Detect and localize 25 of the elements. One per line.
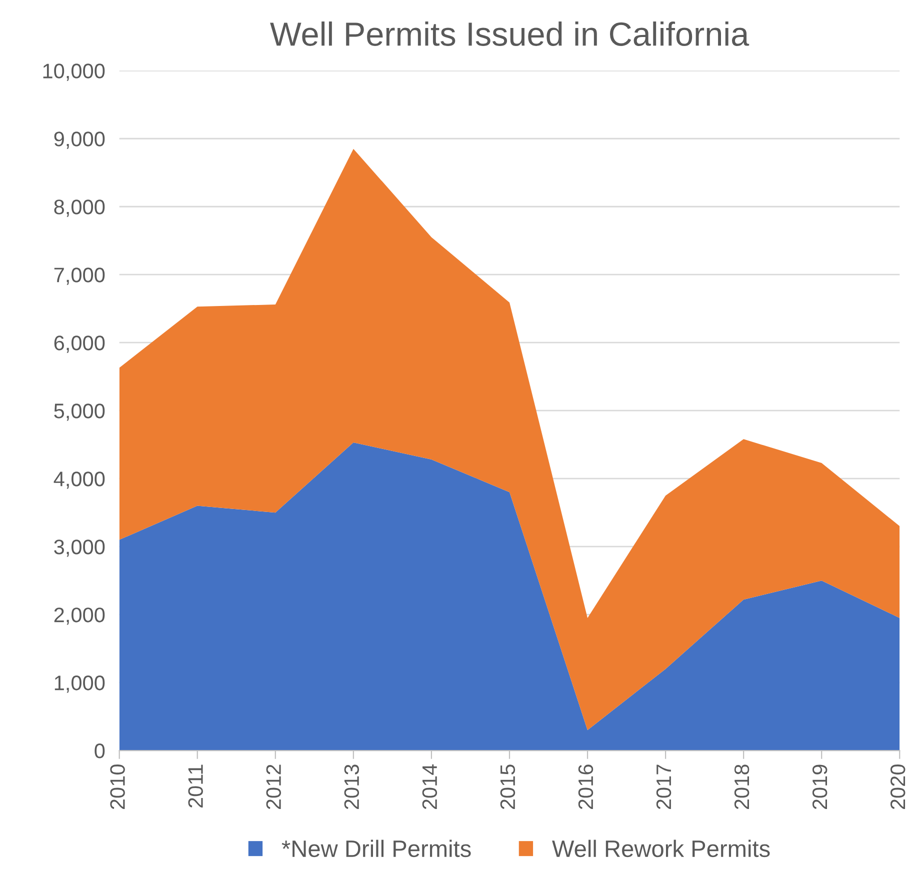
legend-label: *New Drill Permits bbox=[282, 840, 471, 858]
y-tick-label: 10,000 bbox=[43, 64, 105, 81]
x-tick-label: 2018 bbox=[734, 764, 750, 810]
x-tick-label: 2012 bbox=[266, 764, 281, 810]
x-tick-label: 2015 bbox=[500, 764, 516, 810]
y-tick-label: 8,000 bbox=[54, 200, 105, 217]
y-tick-label: 9,000 bbox=[54, 132, 105, 149]
x-tick-label: 2020 bbox=[890, 764, 906, 810]
x-tick-label: 2014 bbox=[422, 764, 438, 810]
y-tick-label: 4,000 bbox=[54, 472, 105, 489]
y-tick-label: 6,000 bbox=[54, 336, 105, 353]
y-tick-label: 2,000 bbox=[54, 608, 105, 625]
x-tick-label: 2011 bbox=[188, 764, 203, 808]
x-tick-label: 2017 bbox=[656, 764, 672, 810]
y-tick-label: 5,000 bbox=[54, 404, 105, 421]
x-tick-label: 2010 bbox=[110, 764, 125, 810]
y-tick-label: 1,000 bbox=[54, 676, 105, 693]
chart-title: Well Permits Issued in California bbox=[270, 21, 750, 46]
x-tick-label: 2016 bbox=[578, 764, 594, 810]
y-tick-label: 7,000 bbox=[54, 268, 105, 285]
x-tick-label: 2019 bbox=[812, 764, 828, 810]
legend-label: Well Rework Permits bbox=[552, 840, 770, 858]
y-tick-label: 0 bbox=[94, 744, 105, 758]
x-tick-label: 2013 bbox=[344, 764, 360, 810]
y-tick-label: 3,000 bbox=[54, 540, 105, 557]
